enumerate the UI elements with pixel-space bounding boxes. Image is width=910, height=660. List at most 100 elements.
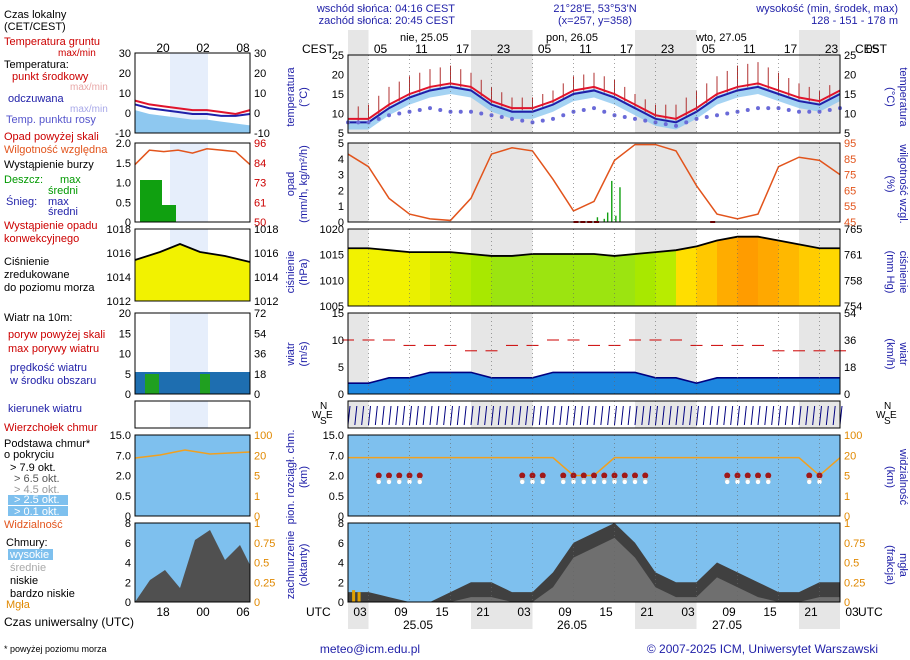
legend-ytick-3-3: 5: [125, 369, 131, 381]
pressure-fill-22: [799, 244, 820, 306]
cloudbase-title: pion. rozciągł. chm.: [285, 430, 297, 525]
kmh-title: wiatr: [897, 341, 909, 366]
cloud-top-dot: [632, 472, 638, 479]
legend-wind-fill: [135, 372, 250, 394]
sunrise-text: wschód słońca: 04:16 CEST: [316, 3, 455, 15]
wind-arrow: [689, 405, 693, 426]
dew-point-2: [387, 113, 391, 118]
dew-point-mid-14: [643, 118, 648, 123]
legend-gust-above: poryw powyżej skali: [8, 329, 105, 341]
day-label-2: pon, 26.05: [546, 32, 598, 44]
legend-snow: Śnieg:: [6, 195, 37, 208]
y-tick-right-base-4: 0: [844, 511, 850, 523]
top-hour-7: 23: [661, 42, 675, 56]
cloud-base-dot-light: [581, 479, 586, 485]
pressure-fill-6: [471, 254, 492, 306]
legend-gust-max: max porywy wiatru: [8, 343, 99, 355]
humidity-title: wilgotność wzgl.: [897, 143, 909, 223]
pressure-fill-8: [512, 254, 533, 306]
wind-arrow: [778, 405, 781, 426]
legend-rain: Deszcz:: [4, 174, 43, 186]
y-tick-right-base-3: 1: [844, 491, 850, 503]
y-tick-prec-5: 0: [338, 217, 344, 229]
wind-arrow: [702, 405, 706, 426]
wind-arrow: [771, 405, 775, 426]
pressure-fill-15: [655, 250, 676, 306]
cloud-base-dot-light: [807, 479, 812, 485]
cloud-base-dot-light: [602, 479, 607, 485]
dew-point-mid-2: [397, 111, 402, 116]
wind-unit: (m/s): [298, 341, 310, 366]
legend-ytick-right-1-4: 50: [254, 217, 266, 229]
pressure-title: ciśnienie: [285, 251, 297, 294]
wind-arrow: [791, 405, 795, 426]
y-tick-temp-3: 10: [332, 109, 344, 121]
cloud-top-dot: [386, 472, 392, 479]
legend-ytick-right-5-4: 0: [254, 511, 260, 523]
top-hour-3: 23: [497, 42, 511, 56]
legend-ytick-right-6-3: 0.25: [254, 577, 275, 589]
top-hour-6: 17: [620, 42, 634, 56]
wind-arrow: [450, 405, 453, 426]
legend-ytick-right-2-0: 1018: [254, 224, 278, 236]
dew-point-mid-10: [561, 113, 566, 118]
dew-point-mid-13: [622, 115, 627, 120]
legend-o25: > 2.5 okt.: [14, 494, 60, 506]
wind-arrow: [614, 405, 617, 426]
frame-dir: [347, 400, 841, 429]
dew-point-20: [756, 106, 760, 111]
legend-ytick-right-2-1: 1016: [254, 248, 278, 260]
legend-ytick-2-1: 1016: [107, 248, 131, 260]
legend-convective: konwekcyjnego: [4, 233, 79, 245]
legend-temp-title: Temperatura:: [4, 59, 69, 71]
bottom-hour-11: 21: [804, 605, 818, 619]
y-tick-temp-0: 25: [332, 50, 344, 62]
wind-arrow: [429, 405, 433, 426]
compass-e: E: [326, 410, 333, 421]
legend-ytick-right-0-4: -10: [254, 128, 270, 140]
night-band-dir-2: [635, 401, 697, 428]
y-tick-right-cloud-0: 1: [844, 518, 850, 530]
pressure-fill-12: [594, 254, 615, 306]
y-tick-right-prec-5: 45: [844, 217, 856, 229]
cloud-top-dot: [539, 472, 546, 479]
wind-arrow: [682, 405, 686, 426]
wind-arrow: [620, 405, 624, 426]
frame-temp: [347, 54, 841, 134]
pressure-fill-3: [409, 252, 430, 306]
y-tick-right-temp-3: 10: [844, 109, 856, 121]
compass-n-right: N: [884, 401, 891, 412]
wind-arrow: [511, 405, 515, 426]
temp-right-unit: (°C): [884, 87, 896, 107]
y-tick-right-base-0: 100: [844, 430, 862, 442]
dew-point-mid-12: [602, 109, 607, 114]
legend-ytick-right-6-0: 1: [254, 518, 260, 530]
compass-n: N: [320, 401, 327, 412]
y-tick-wind-2: 5: [338, 362, 344, 374]
legend-ytick-right-5-3: 1: [254, 491, 260, 503]
y-tick-cloud-3: 2: [338, 577, 344, 589]
dew-point-mid-23: [827, 107, 832, 112]
wind-arrow: [668, 405, 672, 426]
bottom-night-3: [799, 602, 840, 629]
wind-arrow: [395, 405, 399, 426]
day-label-3: wto, 27.05: [695, 32, 747, 44]
dew-point-17: [694, 116, 699, 121]
legend-local-time-sub: (CET/CEST): [4, 21, 66, 33]
legend-cloud-top: Wierzchołek chmur: [4, 422, 98, 434]
compass-s-right: S: [884, 416, 891, 427]
legend-ytick-6-0: 8: [125, 518, 131, 530]
dew-point-mid-16: [684, 120, 689, 125]
legend-ytick-6-1: 6: [125, 538, 131, 550]
pressure-line: [348, 235, 840, 257]
legend-frame-6: [134, 522, 251, 603]
legend-ytick-5-3: 0.5: [116, 491, 131, 503]
visibility-unit: (km): [884, 466, 896, 488]
footer-email[interactable]: meteo@icm.edu.pl: [320, 642, 420, 656]
cloud-top-dot: [601, 472, 608, 479]
legend-o01-bg: [8, 506, 68, 516]
pressure-fill-4: [430, 252, 451, 306]
dew-point-12: [592, 106, 596, 111]
wind-arrow: [470, 405, 474, 426]
